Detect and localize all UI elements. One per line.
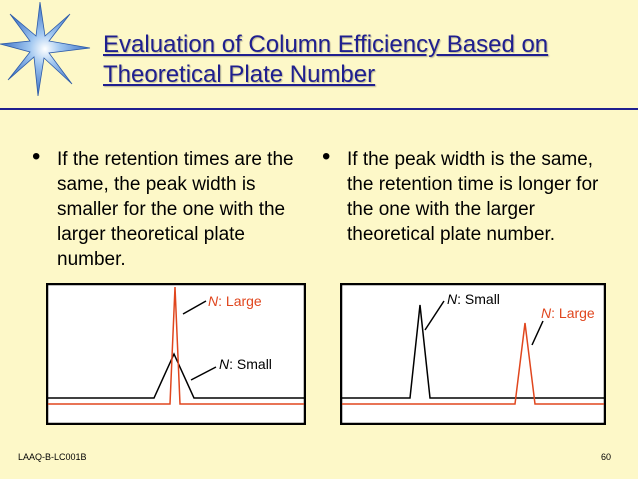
label-small-n: N: Small — [219, 356, 272, 372]
label-small-n: N: Small — [447, 291, 500, 307]
bullet-icon: • — [32, 143, 41, 170]
title-divider — [0, 108, 638, 110]
chromatogram-same-retention: N: Large N: Small — [46, 283, 306, 425]
bullet-left-text: If the retention times are the same, the… — [57, 149, 294, 270]
chromatogram-same-width: N: Small N: Large — [340, 283, 606, 425]
bullet-right-text: If the peak width is the same, the reten… — [347, 149, 599, 245]
bullet-right: • If the peak width is the same, the ret… — [322, 143, 612, 247]
peak-small-n — [342, 304, 604, 399]
bullet-icon: • — [322, 143, 331, 170]
slide-title: Evaluation of Column Efficiency Based on… — [103, 31, 549, 88]
label-pointer-small — [190, 366, 217, 381]
page-number: 60 — [600, 452, 611, 462]
label-large-n: N: Large — [208, 293, 262, 309]
label-pointer-large — [531, 320, 544, 346]
footer-code: LAAQ-B-LC001B — [18, 452, 87, 462]
bullet-left: • If the retention times are the same, t… — [32, 143, 310, 272]
chromatogram-baseline-small-n — [48, 352, 304, 399]
label-large-n: N: Large — [541, 305, 595, 321]
label-pointer-large — [182, 300, 207, 315]
peak-large-n — [342, 322, 604, 405]
starburst-icon — [0, 1, 91, 97]
peak-large-n — [48, 286, 304, 405]
chromatogram-frame — [340, 283, 606, 425]
label-pointer-small — [424, 300, 445, 331]
